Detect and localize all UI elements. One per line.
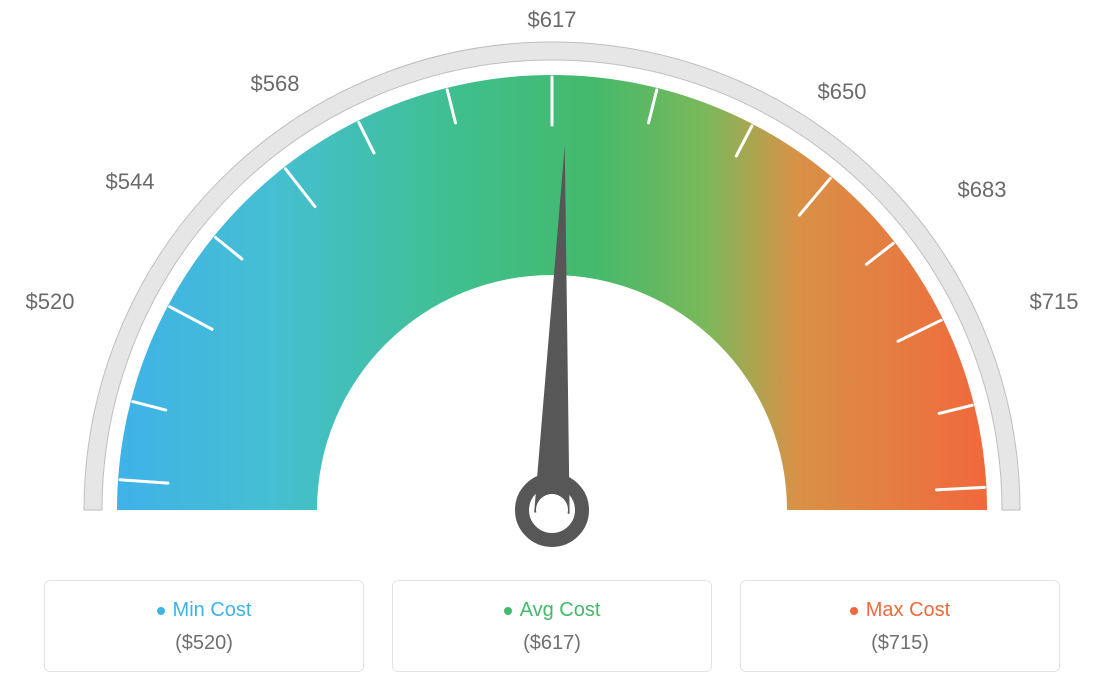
- legend-title-max: Max Cost: [850, 599, 950, 622]
- legend-value-min: ($520): [55, 632, 353, 655]
- gauge-tick-label: $650: [818, 79, 867, 105]
- gauge-svg: [0, 0, 1104, 560]
- gauge-tick-label: $617: [528, 7, 577, 33]
- legend-label-max: Max Cost: [866, 599, 950, 622]
- legend-title-min: Min Cost: [157, 599, 252, 622]
- gauge-tick-label: $715: [1030, 289, 1079, 315]
- legend-label-min: Min Cost: [173, 599, 252, 622]
- gauge-tick-label: $568: [251, 71, 300, 97]
- legend-label-avg: Avg Cost: [520, 599, 601, 622]
- legend-dot-min: [157, 607, 165, 615]
- legend-card-avg: Avg Cost ($617): [392, 580, 712, 672]
- legend-title-avg: Avg Cost: [504, 599, 601, 622]
- legend-dot-max: [850, 607, 858, 615]
- gauge-tick-label: $520: [26, 289, 75, 315]
- legend-value-max: ($715): [751, 632, 1049, 655]
- gauge-tick-label: $544: [106, 169, 155, 195]
- gauge-chart: $520 $544 $568 $617 $650 $683 $715: [0, 0, 1104, 560]
- legend-row: Min Cost ($520) Avg Cost ($617) Max Cost…: [0, 580, 1104, 672]
- legend-value-avg: ($617): [403, 632, 701, 655]
- legend-dot-avg: [504, 607, 512, 615]
- legend-card-max: Max Cost ($715): [740, 580, 1060, 672]
- gauge-tick-label: $683: [958, 177, 1007, 203]
- legend-card-min: Min Cost ($520): [44, 580, 364, 672]
